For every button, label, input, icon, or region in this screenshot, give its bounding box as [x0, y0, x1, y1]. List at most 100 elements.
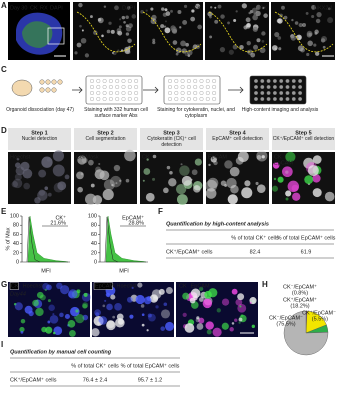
stain-label: EpCAM [95, 283, 114, 289]
cell [255, 10, 261, 17]
y-tick-label: 40 [13, 241, 19, 247]
cell [166, 165, 171, 170]
cell [209, 15, 212, 19]
panel-letter: F [158, 207, 163, 216]
y-tick-label: 80 [91, 223, 97, 229]
well [298, 97, 303, 101]
y-tick-label: 60 [91, 232, 97, 238]
y-tick-label: 20 [13, 250, 19, 256]
cell [101, 34, 104, 38]
cell [78, 2, 83, 8]
panel-letter: A [1, 1, 7, 10]
cell [306, 32, 312, 38]
cell [36, 291, 44, 299]
cell [276, 18, 282, 24]
cell [19, 326, 25, 333]
well [291, 85, 296, 89]
cell [205, 188, 217, 199]
cell [110, 175, 122, 188]
well [291, 97, 296, 101]
cell [245, 17, 251, 23]
cell [129, 314, 134, 319]
well [186, 97, 191, 101]
well [266, 85, 271, 89]
x-label: MFI [41, 268, 51, 274]
cell [28, 310, 34, 317]
cell [306, 52, 310, 57]
well [298, 85, 303, 89]
slice-name: CK⁺/EpCAM⁻ [302, 309, 336, 316]
cell [207, 11, 213, 17]
cell [125, 24, 129, 28]
cell [327, 7, 331, 11]
cell [294, 21, 299, 25]
cell [229, 327, 234, 332]
cell [125, 15, 129, 19]
organoid-icon [11, 79, 33, 97]
cell [224, 160, 233, 169]
cell [162, 12, 168, 17]
well [205, 79, 210, 83]
cell [108, 21, 112, 25]
well [121, 91, 126, 95]
cell [98, 316, 108, 325]
well [121, 85, 126, 89]
cell [20, 161, 30, 171]
well [102, 91, 107, 95]
cell [47, 299, 51, 303]
cell [190, 16, 196, 22]
cell [84, 53, 90, 58]
well [260, 91, 265, 95]
well [108, 97, 113, 101]
cell-icon [39, 87, 45, 93]
cell [140, 304, 145, 308]
well [260, 85, 265, 89]
cell [52, 150, 65, 162]
well [108, 91, 113, 95]
cell [180, 40, 186, 47]
cell [76, 42, 82, 48]
cell [137, 282, 143, 288]
cell [125, 32, 130, 36]
cell [165, 287, 173, 294]
cell [127, 38, 132, 44]
cell [163, 302, 168, 307]
cell [168, 178, 177, 187]
cell [232, 44, 238, 50]
cell [210, 6, 213, 9]
cell [48, 304, 55, 312]
cell [179, 165, 190, 176]
well [279, 91, 284, 95]
cell [52, 164, 65, 177]
cell-icon [45, 87, 51, 93]
caption-box: Cell segmentation [85, 136, 125, 142]
table-title: Quantification by high-content analysis [166, 221, 269, 227]
cell [175, 183, 187, 195]
cell [135, 294, 145, 305]
cell-icon [51, 87, 57, 93]
plate [163, 75, 221, 105]
cell [262, 6, 265, 10]
cell [253, 44, 259, 50]
well [168, 97, 172, 101]
well [168, 79, 172, 83]
cell [150, 7, 154, 11]
cell [88, 159, 94, 166]
cell [221, 322, 229, 330]
well [260, 79, 265, 83]
cell [152, 41, 156, 45]
cell-icon [51, 79, 57, 85]
image-label: DAPI [122, 5, 135, 11]
cell [15, 162, 21, 168]
well [174, 91, 179, 95]
cell [292, 192, 301, 201]
well [285, 91, 290, 95]
cell-value: 82.4 [250, 249, 261, 255]
cell [141, 323, 145, 327]
well [272, 79, 277, 83]
cell [291, 18, 294, 22]
cell [246, 22, 251, 28]
cell [249, 301, 252, 304]
panel-letter: E [1, 207, 7, 216]
cell [253, 12, 256, 16]
